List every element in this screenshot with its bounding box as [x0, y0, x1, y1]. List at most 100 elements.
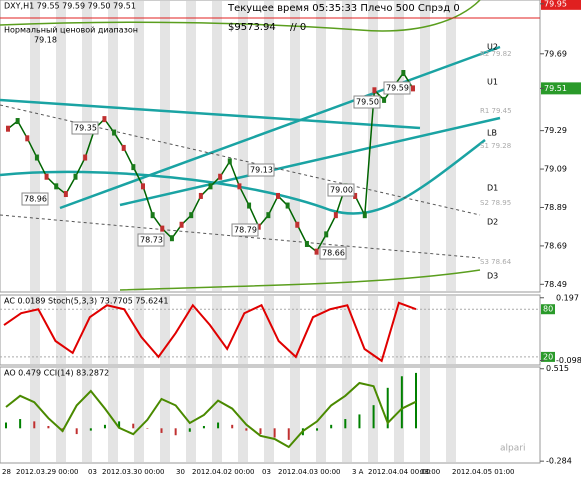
- candle: [218, 173, 223, 180]
- pivot-label: S1 79.28: [480, 142, 511, 150]
- candle: [237, 183, 242, 190]
- x-tick-label: 03: [262, 468, 271, 476]
- price-label: 79.13: [250, 166, 273, 175]
- ao-bar: [174, 428, 177, 436]
- price-label: 79.35: [74, 124, 97, 133]
- y2-tick-label: 0.197: [556, 293, 579, 302]
- ao-bar: [330, 424, 333, 429]
- ao-panel: [0, 366, 541, 464]
- candle: [112, 129, 117, 136]
- x-tick-label: 2012.03.30 00:00: [102, 468, 164, 476]
- candle: [54, 183, 59, 190]
- price-label: 78.66: [322, 249, 345, 258]
- dashed-line: [0, 104, 481, 216]
- y-tick-label: 78.49: [544, 280, 567, 289]
- price-label-box: [247, 163, 275, 177]
- session-stripe: [30, 368, 40, 462]
- x-tick-label: 30: [176, 468, 185, 476]
- session-stripe: [82, 1, 92, 291]
- level-label: U2: [487, 43, 498, 52]
- price-label-box: [137, 233, 165, 247]
- session-stripe: [368, 296, 378, 364]
- price-label-box: [71, 121, 99, 135]
- price-label: 79.50: [356, 98, 379, 107]
- candle: [34, 154, 39, 161]
- price-label-box: [327, 183, 355, 197]
- x-tick-label: 2012.03.29 00:00: [16, 468, 78, 476]
- candle: [131, 164, 136, 171]
- ao-bar: [231, 424, 234, 429]
- ao-bar: [217, 422, 220, 429]
- session-stripe: [238, 368, 248, 462]
- session-stripe: [238, 1, 248, 291]
- candle: [401, 70, 406, 76]
- session-stripe: [134, 368, 144, 462]
- session-stripe: [30, 1, 40, 291]
- y-tick-label: 78.69: [544, 241, 567, 250]
- ao-bar: [245, 428, 248, 431]
- tick-highlight: [541, 304, 555, 315]
- session-stripe: [290, 1, 300, 291]
- session-stripe: [186, 368, 196, 462]
- session-stripe: [394, 368, 404, 462]
- main-plot: [6, 70, 415, 255]
- ao-bar: [344, 419, 347, 429]
- candle: [25, 135, 30, 142]
- price-highlight: [541, 0, 581, 10]
- y-tick-label: 79.29: [544, 126, 567, 135]
- session-stripes: [30, 1, 456, 462]
- candle: [227, 158, 232, 165]
- candle: [44, 173, 49, 180]
- session-stripe: [264, 1, 274, 291]
- band-lower: [119, 269, 481, 291]
- indicator-value: 79.18: [34, 36, 57, 45]
- ao-bar: [19, 419, 22, 429]
- brand: alpari: [500, 444, 525, 454]
- session-stripe: [342, 1, 352, 291]
- candle: [121, 144, 126, 151]
- session-stripe: [134, 1, 144, 291]
- candle: [15, 118, 20, 125]
- candle: [83, 154, 88, 161]
- ao-bar: [33, 421, 36, 429]
- y-tick-label: 79.09: [544, 165, 567, 174]
- ao-bar: [5, 422, 7, 429]
- ao-bar: [75, 428, 78, 435]
- ao-bar: [160, 428, 163, 433]
- y-tick-label: 79.69: [544, 49, 567, 58]
- x-tick-label: 2012.04.02 00:00: [192, 468, 254, 476]
- candle: [411, 85, 415, 92]
- candle: [169, 235, 174, 242]
- ao-bar: [400, 376, 403, 429]
- session-stripe: [56, 296, 66, 364]
- x-tick-label: 3 A: [352, 468, 364, 476]
- ao-bar: [132, 423, 135, 429]
- main-panel: [0, 0, 541, 293]
- candle: [362, 212, 367, 219]
- level-label: D2: [487, 218, 498, 227]
- stoch-line: [3, 301, 417, 363]
- indicator: Нормальный ценовой диапазон: [4, 26, 138, 35]
- session-stripe: [186, 1, 196, 291]
- session-stripe: [212, 1, 222, 291]
- y-tick-label: -0.284: [546, 457, 572, 466]
- pivot-label: S3 78.64: [480, 258, 512, 266]
- candle: [189, 212, 194, 219]
- session-stripe: [108, 368, 118, 462]
- ao-bar: [188, 428, 191, 432]
- price-label: 79.59: [386, 84, 409, 93]
- price-label-box: [319, 246, 347, 260]
- session-stripe: [316, 1, 326, 291]
- candle: [266, 212, 271, 219]
- ao-bar: [47, 425, 50, 429]
- session-stripe: [264, 296, 274, 364]
- channel-lines: [0, 45, 501, 215]
- candle: [160, 225, 165, 232]
- price-label: 79.00: [330, 186, 353, 195]
- ao-bar: [259, 428, 262, 435]
- status: Текущее время 05:35:33 Плечо 500 Спрэд 0: [227, 3, 460, 14]
- session-stripe: [30, 296, 40, 364]
- price-highlight: [541, 82, 581, 95]
- y-tick-label: 79.51: [544, 84, 567, 93]
- ao-bar: [89, 428, 92, 431]
